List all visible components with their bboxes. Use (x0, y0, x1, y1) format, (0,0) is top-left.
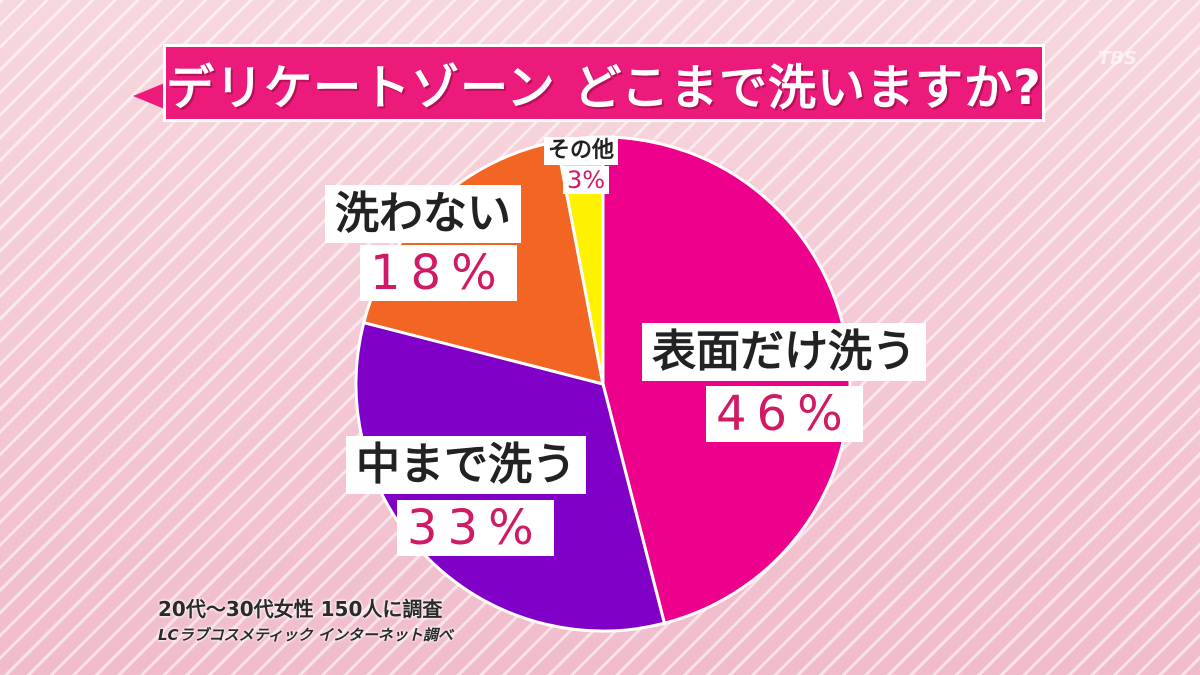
title-banner: デリケートゾーン どこまで洗いますか? (163, 44, 1045, 122)
survey-footnote: 20代〜30代女性 150人に調査 LCラブコスメティック インターネット調べ (158, 593, 453, 645)
slice-value-no-wash: 18% (360, 245, 517, 301)
slice-label-no-wash: 洗わない (325, 185, 521, 243)
slice-value-other: 3% (563, 166, 610, 194)
footnote-source: LCラブコスメティック インターネット調べ (158, 626, 453, 644)
slice-label-surface-only: 表面だけ洗う (642, 323, 926, 381)
slice-value-inside: 33% (397, 500, 554, 556)
slice-value-surface-only: 46% (706, 386, 863, 442)
channel-watermark: TBS (1098, 48, 1137, 69)
chart-title: デリケートゾーン どこまで洗いますか? (166, 60, 1042, 116)
slice-label-other: その他 (544, 137, 619, 165)
footnote-survey-scope: 20代〜30代女性 150人に調査 (158, 597, 443, 621)
title-banner-tail (133, 82, 167, 110)
slice-label-inside: 中まで洗う (346, 436, 586, 494)
